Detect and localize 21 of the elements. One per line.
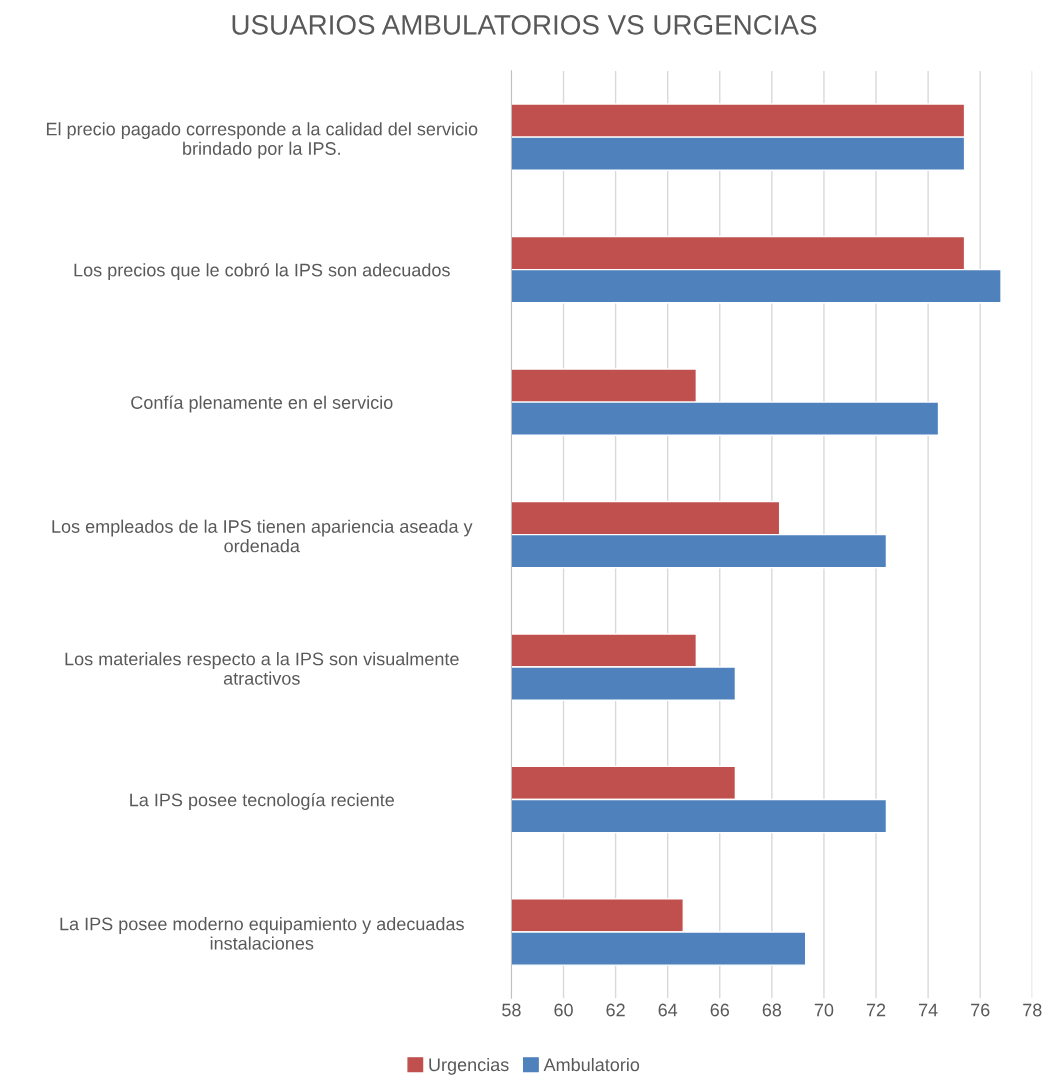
x-tick-label: 70: [814, 1003, 834, 1017]
y-tick-label: Los empleados de la IPS tienen apariencia aseada y ordenada: [52, 519, 473, 553]
x-tick-label: 60: [554, 1003, 573, 1017]
x-tick-label: 64: [658, 1003, 678, 1017]
x-tick-label: 72: [866, 1003, 886, 1017]
y-tick-label: Los materiales respecto a la IPS son visualmente atractivos: [65, 652, 459, 685]
x-tick-label: 66: [710, 1003, 730, 1017]
legend-label: Urgencias: [429, 1057, 509, 1075]
chart-title: USUARIOS AMBULATORIOS VS URGENCIAS: [232, 15, 817, 35]
x-tick-label: 74: [918, 1003, 938, 1017]
legend-label: Ambulatorio: [543, 1057, 640, 1072]
y-tick-label: La IPS posee tecnología reciente: [130, 792, 394, 810]
x-tick-label: 62: [606, 1003, 625, 1017]
y-tick-label: Los precios que le cobró la IPS son adecuados: [74, 262, 450, 281]
x-tick-label: 58: [502, 1003, 521, 1017]
y-tick-label: La IPS posee moderno equipamiento y adecuadas instalaciones: [60, 917, 464, 950]
y-tick-label: Confía plenamente en el servicio: [131, 395, 393, 413]
x-tick-label: 68: [762, 1003, 782, 1017]
x-tick-label: 78: [1023, 1003, 1042, 1017]
y-tick-label: El precio pagado corresponde a la calidad del servicio brindado por la IPS.: [46, 122, 478, 159]
x-tick-label: 76: [971, 1003, 990, 1017]
